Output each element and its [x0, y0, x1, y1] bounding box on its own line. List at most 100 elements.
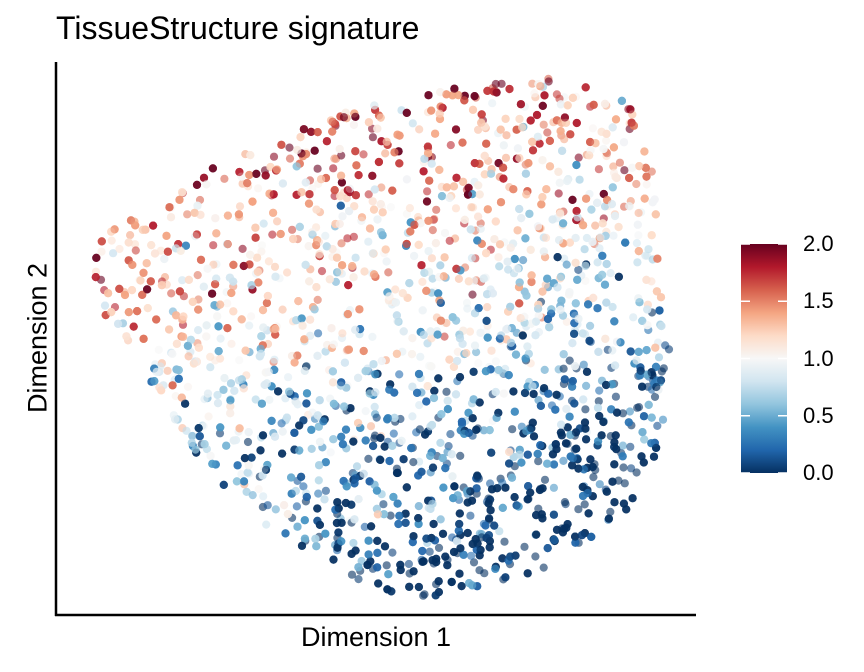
scatter-point [606, 269, 615, 278]
scatter-point [391, 285, 400, 294]
scatter-point [458, 138, 467, 147]
scatter-point [192, 180, 202, 189]
scatter-point [199, 173, 209, 182]
scatter-point [336, 192, 345, 201]
scatter-point [509, 387, 518, 396]
scatter-point [598, 251, 607, 260]
scatter-point [351, 147, 360, 156]
scatter-point [608, 302, 617, 312]
scatter-point [570, 362, 580, 371]
scatter-point [629, 313, 638, 322]
scatter-point [639, 412, 649, 421]
scatter-points [91, 74, 674, 600]
scatter-point [351, 474, 360, 483]
scatter-point [541, 280, 550, 289]
scatter-point [414, 519, 423, 529]
scatter-point [499, 174, 508, 183]
scatter-point [515, 299, 524, 308]
scatter-point [428, 499, 437, 508]
scatter-point [464, 428, 473, 437]
scatter-point [354, 171, 363, 180]
scatter-point [289, 234, 298, 244]
scatter-point [211, 214, 220, 223]
scatter-point [166, 213, 176, 222]
scatter-point [436, 298, 445, 307]
scatter-point [235, 167, 244, 177]
scatter-point [507, 473, 517, 482]
scatter-point [530, 89, 539, 98]
scatter-point [516, 100, 526, 109]
scatter-point [344, 281, 353, 290]
scatter-point [292, 162, 301, 171]
scatter-point [428, 226, 437, 235]
scatter-point [149, 221, 158, 230]
scatter-point [367, 522, 376, 531]
scatter-point [634, 403, 644, 412]
scatter-point [594, 397, 603, 406]
scatter-point [467, 203, 476, 212]
scatter-point [253, 253, 262, 262]
scatter-point [414, 502, 423, 511]
scatter-point [505, 459, 514, 468]
scatter-point [472, 425, 481, 434]
scatter-point [127, 286, 137, 295]
scatter-point [434, 577, 443, 586]
scatter-point [431, 239, 440, 248]
scatter-point [293, 351, 302, 360]
scatter-point [410, 220, 419, 229]
scatter-point [351, 191, 360, 200]
scatter-point [337, 537, 346, 546]
scatter-point [407, 444, 416, 453]
scatter-point [263, 291, 272, 301]
scatter-point [516, 314, 525, 323]
scatter-point [610, 498, 619, 507]
scatter-point [474, 125, 483, 134]
scatter-point [463, 190, 473, 199]
scatter-point [463, 528, 472, 538]
scatter-point [446, 141, 455, 150]
scatter-point [477, 110, 486, 119]
scatter-point [653, 421, 662, 430]
scatter-point [491, 564, 500, 573]
scatter-point [594, 347, 603, 356]
scatter-point [451, 125, 461, 134]
scatter-point [468, 290, 477, 299]
scatter-point [364, 454, 373, 463]
scatter-point [172, 339, 181, 348]
scatter-point [402, 175, 411, 184]
scatter-point [574, 153, 583, 162]
scatter-point [422, 286, 431, 295]
scatter-point [436, 261, 445, 270]
scatter-point [633, 220, 642, 229]
scatter-point [245, 170, 254, 180]
scatter-point [272, 165, 282, 174]
scatter-point [188, 431, 197, 441]
scatter-point [445, 236, 454, 245]
scatter-point [599, 417, 608, 427]
scatter-point [343, 186, 352, 195]
scatter-point [437, 192, 447, 201]
scatter-point [566, 130, 575, 139]
scatter-point [582, 381, 591, 390]
scatter-point [395, 131, 404, 140]
scatter-point [226, 396, 235, 405]
scatter-point [421, 430, 430, 439]
scatter-point [438, 529, 448, 538]
scatter-point [438, 454, 447, 463]
scatter-point [343, 234, 352, 243]
scatter-point [247, 281, 256, 290]
scatter-point [548, 215, 557, 224]
scatter-point [192, 230, 201, 239]
scatter-point [467, 496, 477, 505]
scatter-point [256, 446, 265, 455]
scatter-point [257, 399, 266, 408]
scatter-point [572, 118, 581, 128]
scatter-point [320, 495, 329, 504]
scatter-point [568, 461, 577, 470]
scatter-point [435, 165, 444, 174]
scatter-point [606, 507, 615, 516]
scatter-point [599, 189, 608, 199]
scatter-point [352, 161, 361, 170]
scatter-point [543, 459, 552, 468]
scatter-point [528, 79, 537, 88]
